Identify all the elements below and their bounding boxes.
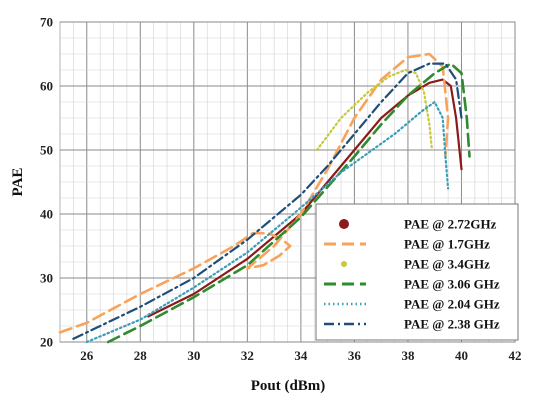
legend-marker-1 — [339, 219, 349, 229]
series-line-1 — [147, 78, 463, 318]
series-line-3 — [315, 68, 434, 152]
legend-label-1: PAE @ 2.72GHz — [404, 217, 497, 232]
x-tick-label: 26 — [80, 348, 94, 363]
y-tick-labels: 20 30 40 50 60 70 — [40, 15, 53, 350]
x-axis-title: Pout (dBm) — [251, 378, 326, 394]
y-tick-label: 70 — [40, 15, 53, 30]
legend-label-6: PAE @ 2.38 GHz — [404, 317, 500, 332]
x-tick-label: 42 — [509, 348, 522, 363]
y-tick-label: 40 — [40, 207, 53, 222]
x-tick-labels: 26 28 30 32 34 36 38 40 42 — [80, 348, 521, 363]
series-line-5 — [85, 100, 450, 344]
legend-label-5: PAE @ 2.04 GHz — [404, 297, 500, 312]
legend: PAE @ 2.72GHz PAE @ 1.7GHz PAE @ 3.4GHz PAE… — [315, 203, 519, 341]
series-layer — [58, 52, 471, 344]
x-tick-label: 28 — [134, 348, 148, 363]
y-tick-label: 50 — [40, 143, 53, 158]
series-line-6 — [72, 62, 463, 340]
y-tick-label: 30 — [40, 271, 53, 286]
x-tick-label: 36 — [348, 348, 362, 363]
y-axis-title: PAE — [10, 168, 26, 197]
x-tick-label: 40 — [455, 348, 468, 363]
legend-label-3: PAE @ 3.4GHz — [404, 257, 490, 272]
x-tick-label: 38 — [401, 348, 415, 363]
y-tick-label: 20 — [40, 335, 53, 350]
legend-marker-3 — [341, 261, 347, 267]
x-tick-label: 34 — [294, 348, 308, 363]
x-tick-label: 30 — [187, 348, 200, 363]
legend-box — [315, 203, 519, 341]
series-line-2 — [58, 52, 450, 334]
legend-label-4: PAE @ 3.06 GHz — [404, 277, 500, 292]
y-tick-label: 60 — [40, 79, 53, 94]
series-line-4 — [106, 62, 471, 344]
legend-label-2: PAE @ 1.7GHz — [404, 237, 490, 252]
x-tick-label: 32 — [241, 348, 254, 363]
